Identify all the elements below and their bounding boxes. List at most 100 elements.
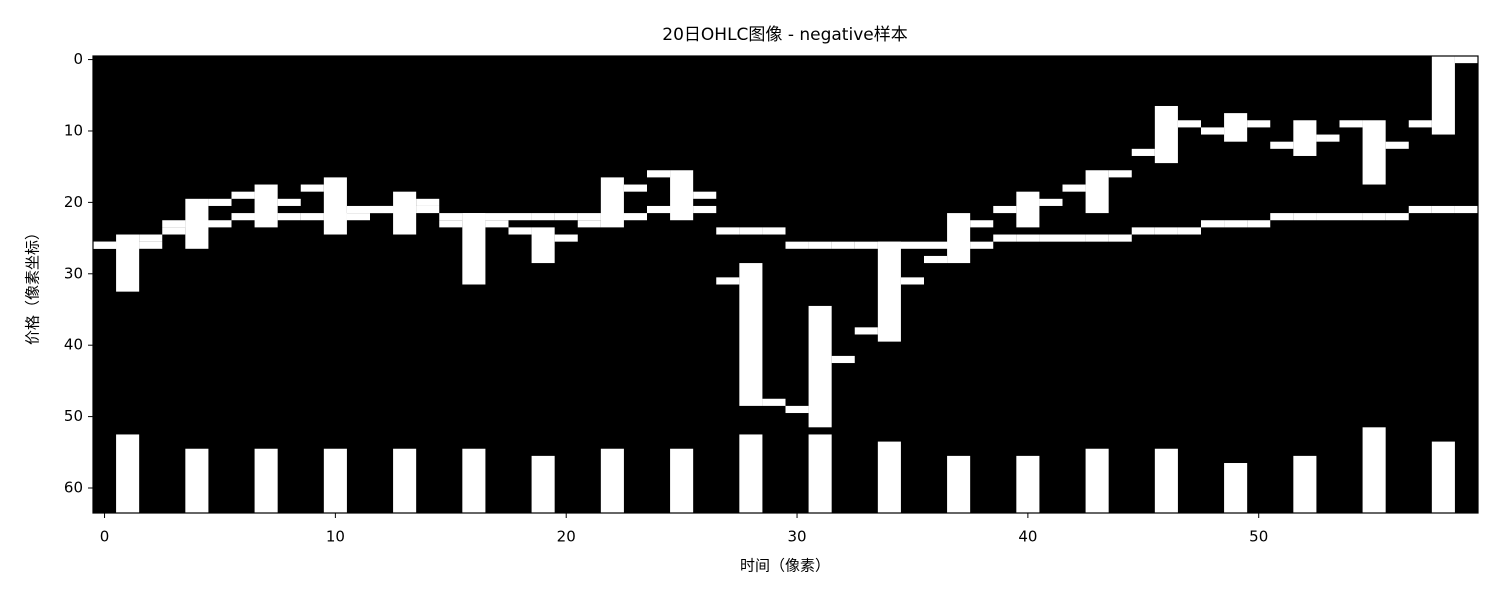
moving-average — [1270, 213, 1294, 221]
volume-bar — [1016, 455, 1040, 513]
moving-average — [1454, 205, 1478, 214]
moving-average — [1177, 227, 1201, 235]
moving-average — [208, 220, 232, 228]
close-tick — [1316, 134, 1340, 142]
y-tick-label: 10 — [64, 121, 83, 139]
high-low-bar — [600, 177, 624, 228]
x-tick-label: 10 — [326, 528, 345, 546]
open-tick — [716, 277, 740, 285]
open-tick — [1408, 120, 1432, 128]
moving-average — [439, 213, 463, 221]
volume-bar — [808, 434, 832, 513]
moving-average — [554, 213, 578, 221]
high-low-bar — [185, 198, 209, 249]
moving-average — [739, 227, 763, 235]
x-tick-label: 50 — [1249, 528, 1268, 546]
moving-average — [1154, 227, 1178, 235]
y-tick-label: 0 — [73, 50, 83, 68]
open-tick — [93, 241, 117, 249]
moving-average — [1408, 205, 1432, 214]
y-tick-label: 60 — [64, 479, 83, 497]
moving-average — [762, 227, 786, 235]
moving-average — [1016, 234, 1040, 242]
open-tick — [1270, 141, 1294, 149]
open-tick — [300, 184, 324, 192]
moving-average — [623, 213, 647, 221]
high-low-bar — [1224, 113, 1248, 142]
high-low-bar — [947, 213, 971, 264]
open-tick — [993, 205, 1017, 214]
y-tick-label: 50 — [64, 407, 83, 425]
volume-bar — [462, 448, 486, 513]
high-low-bar — [670, 170, 694, 221]
moving-average — [346, 213, 370, 221]
moving-average — [808, 241, 832, 249]
open-tick — [162, 227, 186, 235]
volume-bar — [739, 434, 763, 513]
moving-average — [162, 220, 186, 228]
close-tick — [139, 234, 163, 242]
high-low-bar — [116, 234, 140, 292]
open-tick — [577, 220, 601, 228]
close-tick — [416, 198, 440, 206]
volume-bar — [947, 455, 971, 513]
volume-bar — [116, 434, 140, 513]
volume-bar — [1293, 455, 1317, 513]
volume-bar — [1224, 463, 1248, 513]
y-tick-label: 20 — [64, 193, 83, 211]
moving-average — [1293, 213, 1317, 221]
close-tick — [554, 234, 578, 242]
moving-average — [716, 227, 740, 235]
moving-average — [1431, 205, 1455, 214]
close-tick — [1454, 56, 1478, 64]
volume-bar — [877, 441, 901, 513]
moving-average — [924, 241, 948, 249]
close-tick — [831, 355, 855, 364]
open-tick — [854, 327, 878, 335]
moving-average — [854, 241, 878, 249]
moving-average — [485, 213, 509, 221]
y-tick-label: 30 — [64, 264, 83, 282]
close-tick — [762, 398, 786, 406]
moving-average — [1108, 234, 1132, 242]
moving-average — [1385, 213, 1409, 221]
close-tick — [1247, 120, 1271, 128]
high-low-bar — [393, 191, 417, 235]
close-tick — [1385, 141, 1409, 149]
moving-average — [139, 241, 163, 249]
high-low-bar — [254, 184, 278, 228]
moving-average — [277, 213, 301, 221]
open-tick — [1062, 184, 1086, 192]
high-low-bar — [1016, 191, 1040, 228]
moving-average — [1085, 234, 1109, 242]
moving-average — [508, 213, 532, 221]
close-tick — [208, 198, 232, 206]
volume-bar — [254, 448, 278, 513]
moving-average — [231, 213, 255, 221]
open-tick — [231, 191, 255, 199]
y-tick-label: 40 — [64, 336, 83, 354]
volume-bar — [670, 448, 694, 513]
moving-average — [1201, 220, 1225, 228]
open-tick — [439, 220, 463, 228]
volume-bar — [531, 455, 555, 513]
x-tick-label: 30 — [787, 528, 806, 546]
moving-average — [647, 205, 671, 214]
moving-average — [785, 241, 809, 249]
volume-bar — [1085, 448, 1109, 513]
close-tick — [623, 184, 647, 192]
high-low-bar — [739, 263, 763, 406]
open-tick — [508, 227, 532, 235]
open-tick — [1131, 148, 1155, 156]
open-tick — [1339, 120, 1363, 128]
volume-bar — [323, 448, 347, 513]
x-tick-label: 20 — [557, 528, 576, 546]
close-tick — [1039, 198, 1063, 206]
moving-average — [693, 205, 717, 214]
close-tick — [1108, 170, 1132, 178]
open-tick — [647, 170, 671, 178]
moving-average — [1039, 234, 1063, 242]
high-low-bar — [1431, 56, 1455, 135]
close-tick — [693, 191, 717, 199]
high-low-bar — [1154, 105, 1178, 164]
